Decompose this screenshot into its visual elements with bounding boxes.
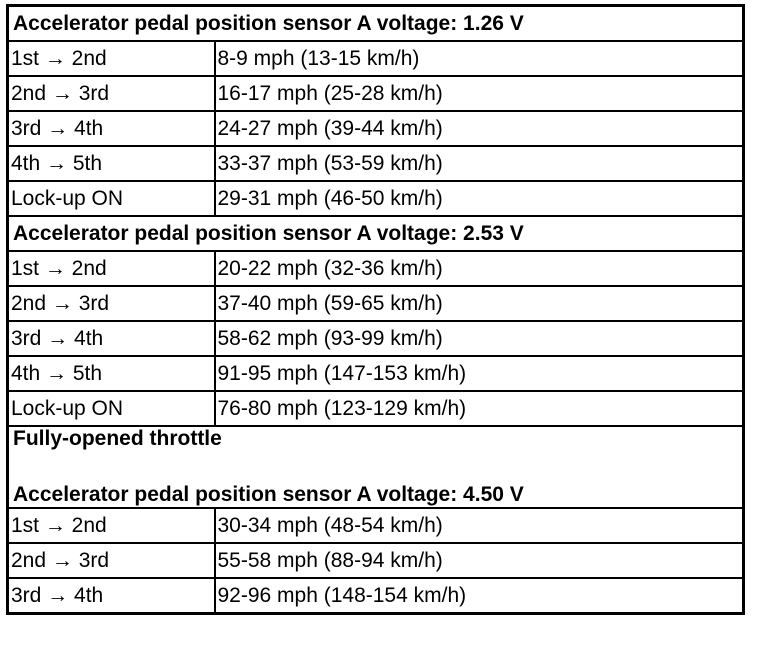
shift-cell: 3rd → 4th [6, 110, 216, 147]
speed-cell: 55-58 mph (88-94 km/h) [213, 542, 745, 579]
section-header-row: Fully-opened throttle Accelerator pedal p… [6, 425, 745, 509]
data-row: 4th → 5th 91-95 mph (147-153 km/h) [6, 355, 745, 392]
section-header: Accelerator pedal position sensor A volt… [6, 215, 745, 252]
section-header: Fully-opened throttle Accelerator pedal p… [6, 425, 745, 509]
speed-cell: 16-17 mph (25-28 km/h) [213, 75, 745, 112]
shift-cell: 3rd → 4th [6, 320, 216, 357]
data-row: 2nd → 3rd 55-58 mph (88-94 km/h) [6, 542, 745, 579]
data-row: 3rd → 4th 92-96 mph (148-154 km/h) [6, 577, 745, 615]
shift-cell: 2nd → 3rd [6, 75, 216, 112]
shift-cell: Lock-up ON [6, 180, 216, 217]
speed-cell: 30-34 mph (48-54 km/h) [213, 507, 745, 544]
data-row: 2nd → 3rd 16-17 mph (25-28 km/h) [6, 75, 745, 112]
shift-cell: 2nd → 3rd [6, 285, 216, 322]
speed-cell: 33-37 mph (53-59 km/h) [213, 145, 745, 182]
section-title: Accelerator pedal position sensor A volt… [13, 11, 524, 35]
speed-cell: 91-95 mph (147-153 km/h) [213, 355, 745, 392]
data-row: 1st → 2nd 20-22 mph (32-36 km/h) [6, 250, 745, 287]
data-row: 1st → 2nd 30-34 mph (48-54 km/h) [6, 507, 745, 544]
shift-speed-table: Accelerator pedal position sensor A volt… [6, 4, 745, 615]
section-header-row: Accelerator pedal position sensor A volt… [6, 4, 745, 42]
data-row: 3rd → 4th 58-62 mph (93-99 km/h) [6, 320, 745, 357]
shift-cell: 2nd → 3rd [6, 542, 216, 579]
speed-cell: 37-40 mph (59-65 km/h) [213, 285, 745, 322]
speed-cell: 8-9 mph (13-15 km/h) [213, 40, 745, 77]
shift-cell: Lock-up ON [6, 390, 216, 427]
data-row: 4th → 5th 33-37 mph (53-59 km/h) [6, 145, 745, 182]
shift-cell: 3rd → 4th [6, 577, 216, 615]
speed-cell: 29-31 mph (46-50 km/h) [213, 180, 745, 217]
section-header-row: Accelerator pedal position sensor A volt… [6, 215, 745, 252]
data-row: 1st → 2nd 8-9 mph (13-15 km/h) [6, 40, 745, 77]
speed-cell: 76-80 mph (123-129 km/h) [213, 390, 745, 427]
data-row: 3rd → 4th 24-27 mph (39-44 km/h) [6, 110, 745, 147]
section-title: Accelerator pedal position sensor A volt… [13, 483, 524, 506]
shift-cell: 4th → 5th [6, 355, 216, 392]
shift-cell: 4th → 5th [6, 145, 216, 182]
data-row: 2nd → 3rd 37-40 mph (59-65 km/h) [6, 285, 745, 322]
data-row: Lock-up ON 76-80 mph (123-129 km/h) [6, 390, 745, 427]
section-title: Fully-opened throttle [13, 427, 222, 450]
speed-cell: 24-27 mph (39-44 km/h) [213, 110, 745, 147]
shift-cell: 1st → 2nd [6, 507, 216, 544]
speed-cell: 20-22 mph (32-36 km/h) [213, 250, 745, 287]
section-title: Accelerator pedal position sensor A volt… [13, 221, 524, 245]
data-row: Lock-up ON 29-31 mph (46-50 km/h) [6, 180, 745, 217]
shift-cell: 1st → 2nd [6, 40, 216, 77]
speed-cell: 92-96 mph (148-154 km/h) [213, 577, 745, 615]
speed-cell: 58-62 mph (93-99 km/h) [213, 320, 745, 357]
shift-cell: 1st → 2nd [6, 250, 216, 287]
section-header: Accelerator pedal position sensor A volt… [6, 4, 745, 42]
